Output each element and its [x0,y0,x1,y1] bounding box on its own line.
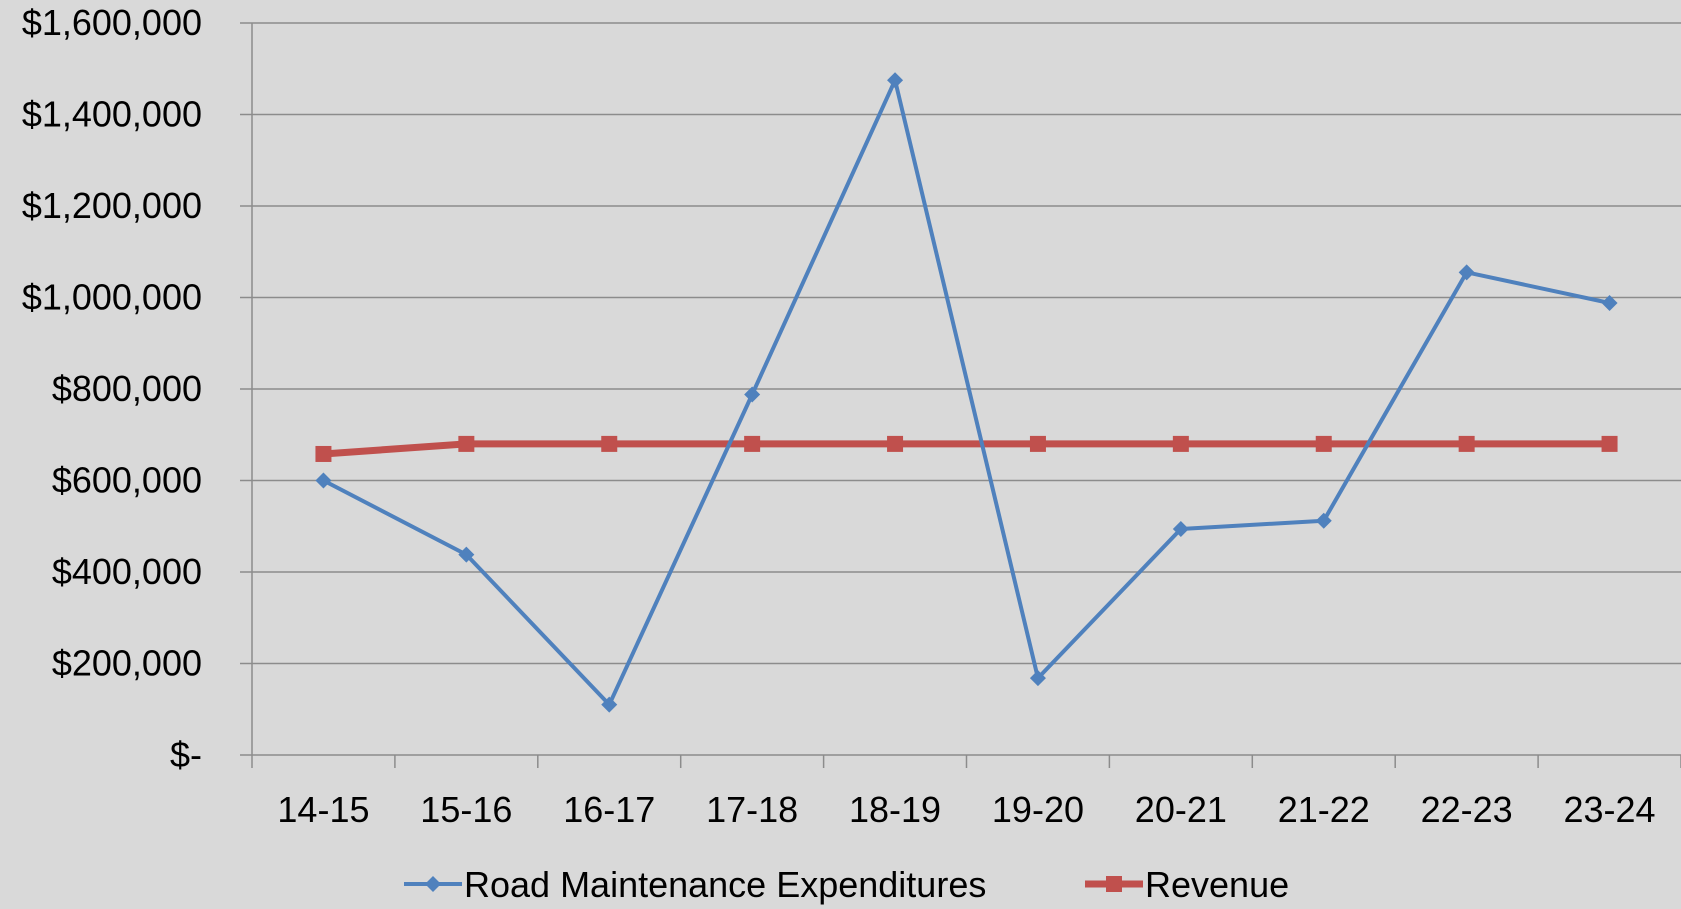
data-point [458,546,475,563]
data-point [315,445,332,462]
y-tick-label: $1,600,000 [22,2,202,43]
x-axis-tick-labels: 14-15 15-16 16-17 17-18 18-19 19-20 20-21 21-22… [277,789,1655,830]
legend: Road Maintenance Expenditures Revenue [404,864,1289,905]
y-axis-tick-labels: $- $200,000 $400,000 $600,000 $800,000 $1,000… [22,2,202,775]
y-tick-label: $200,000 [52,643,202,684]
x-tick-label: 22-23 [1421,789,1513,830]
legend-label: Revenue [1145,864,1289,905]
series-road-maintenance-expenditures [315,72,1618,713]
series-revenue [315,435,1618,462]
data-point [1315,512,1332,529]
x-tick-label: 20-21 [1135,789,1227,830]
data-point [1172,435,1189,452]
x-tick-label: 21-22 [1278,789,1370,830]
data-point [744,435,761,452]
data-point [601,435,618,452]
data-point [1601,294,1618,311]
series-line [323,440,1610,458]
y-tick-label: $400,000 [52,551,202,592]
legend-item: Revenue [1085,864,1289,905]
x-tick-label: 14-15 [277,789,369,830]
data-point [887,72,904,89]
x-tick-label: 23-24 [1564,789,1656,830]
axes [240,23,1681,768]
data-point [1601,435,1618,452]
legend-label: Road Maintenance Expenditures [464,864,986,905]
legend-swatch-marker [1106,876,1122,892]
data-point [1029,435,1046,452]
series-lines [315,72,1618,713]
legend-swatch-marker [425,876,441,892]
y-tick-label: $1,200,000 [22,185,202,226]
data-point [1029,670,1046,687]
x-tick-label: 15-16 [420,789,512,830]
x-tick-label: 18-19 [849,789,941,830]
y-tick-label: $800,000 [52,368,202,409]
y-tick-label: $1,400,000 [22,94,202,135]
data-point [1458,264,1475,281]
legend-item: Road Maintenance Expenditures [404,864,986,905]
data-point [601,696,618,713]
data-point [458,435,475,452]
data-point [1172,520,1189,537]
x-tick-label: 19-20 [992,789,1084,830]
series-line [322,78,1610,707]
data-point [1458,435,1475,452]
y-tick-label: $1,000,000 [22,277,202,318]
x-tick-label: 17-18 [706,789,798,830]
data-point [744,386,761,403]
data-point [1315,435,1332,452]
y-tick-label: $- [170,734,202,775]
x-tick-label: 16-17 [563,789,655,830]
data-point [887,435,904,452]
data-point [315,472,332,489]
y-tick-label: $600,000 [52,460,202,501]
